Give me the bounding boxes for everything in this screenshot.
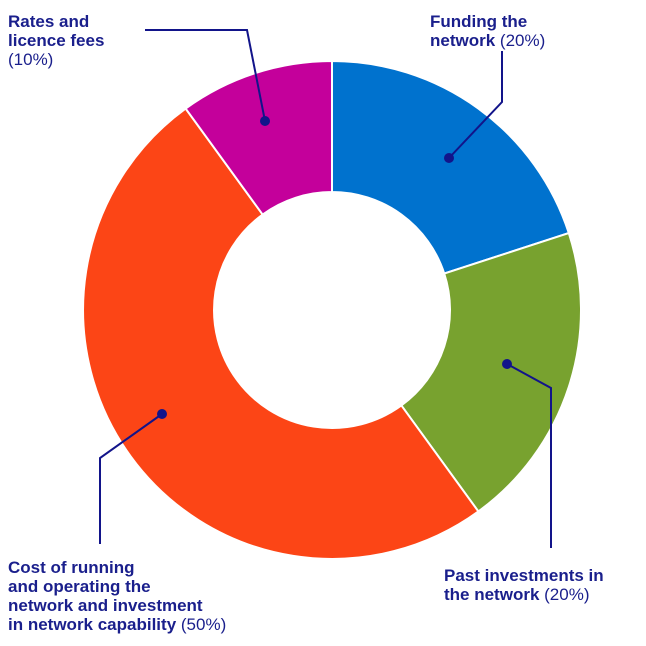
label-past-line1: Past investments in bbox=[444, 566, 604, 585]
donut-slices bbox=[82, 59, 582, 560]
label-rates-and-licence-fees: Rates and licence fees (10%) bbox=[8, 12, 104, 69]
leader-dot-funding-the-network bbox=[444, 153, 454, 163]
slice-rates-and-licence-fees bbox=[184, 59, 333, 216]
leader-line-cost-of-running bbox=[99, 413, 163, 544]
label-cost-of-running: Cost of running and operating the networ… bbox=[8, 558, 226, 634]
label-past-line2: the network bbox=[444, 585, 540, 604]
leader-line-rates-and-licence-fees bbox=[145, 29, 266, 122]
label-past-percent: (20%) bbox=[544, 585, 590, 604]
label-rates-line1: Rates and bbox=[8, 12, 90, 31]
leader-lines bbox=[99, 29, 552, 548]
label-funding-percent: (20%) bbox=[499, 31, 546, 50]
leader-line-funding-the-network bbox=[448, 51, 503, 159]
leader-dot-past-investments bbox=[502, 359, 512, 369]
slice-past-investments bbox=[399, 231, 582, 513]
label-rates-percent: (10%) bbox=[8, 50, 54, 69]
label-funding-line2: network bbox=[430, 31, 496, 50]
label-cost-line2: and operating the bbox=[8, 577, 151, 596]
label-cost-percent: (50%) bbox=[180, 615, 227, 634]
label-funding-the-network: Funding the network (20%) bbox=[430, 12, 545, 50]
label-cost-line1: Cost of running bbox=[8, 558, 135, 577]
label-cost-line3: network and investment bbox=[8, 596, 203, 615]
leader-dot-rates-and-licence-fees bbox=[260, 116, 270, 126]
slice-funding-the-network bbox=[331, 59, 571, 275]
slice-cost-of-running bbox=[82, 107, 480, 560]
leader-dot-cost-of-running bbox=[157, 409, 167, 419]
leader-line-past-investments bbox=[506, 363, 552, 548]
label-rates-line2: licence fees bbox=[8, 31, 105, 50]
label-funding-line1: Funding the bbox=[430, 12, 528, 31]
label-past-investments: Past investments in the network (20%) bbox=[444, 566, 604, 604]
label-cost-line4: in network capability bbox=[8, 615, 177, 634]
